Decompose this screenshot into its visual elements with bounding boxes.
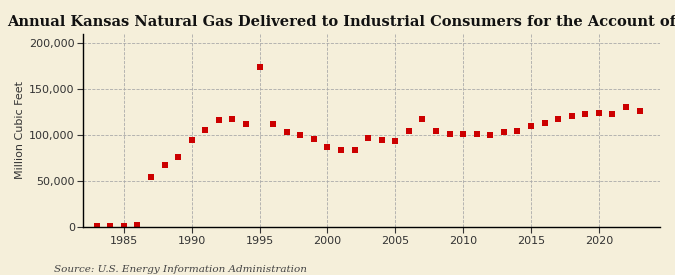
Y-axis label: Million Cubic Feet: Million Cubic Feet [15, 81, 25, 179]
Text: Source: U.S. Energy Information Administration: Source: U.S. Energy Information Administ… [54, 265, 307, 274]
Title: Annual Kansas Natural Gas Delivered to Industrial Consumers for the Account of O: Annual Kansas Natural Gas Delivered to I… [7, 15, 675, 29]
